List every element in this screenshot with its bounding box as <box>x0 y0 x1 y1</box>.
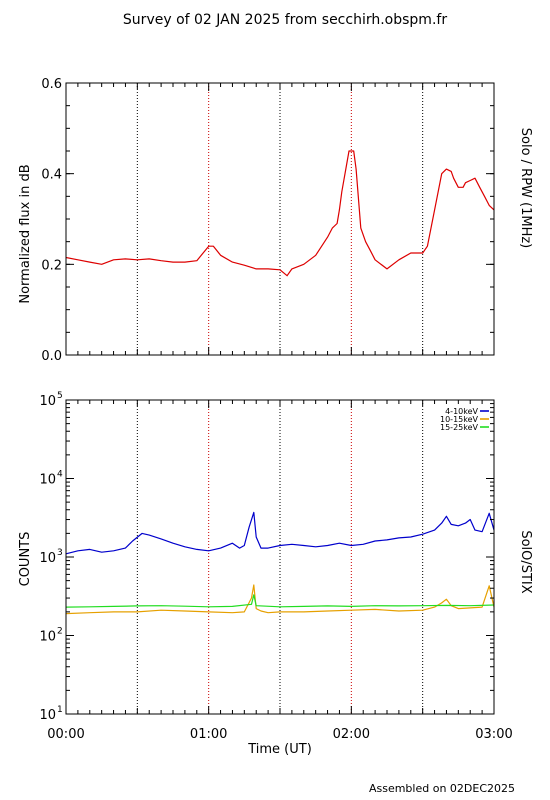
stix-y-tick-label: 10 <box>39 551 56 566</box>
x-tick-label: 00:00 <box>47 727 84 742</box>
stix-y-tick-label: 10 <box>39 473 56 488</box>
stix-y-tick-label: 10 <box>39 630 56 645</box>
rpw-panel: 0.0 0.2 0.4 0.6 Normalized flux in dB Solo … <box>18 77 533 364</box>
stix-x-axis: 00:00 01:00 02:00 03:00 <box>47 400 513 742</box>
stix-series-group <box>65 511 495 615</box>
figure-title: Survey of 02 JAN 2025 from secchirh.obsp… <box>123 12 447 28</box>
stix-4-10kev-line <box>65 511 495 555</box>
assembled-footer: Assembled on 02DEC2025 <box>369 782 515 795</box>
x-tick-label: 03:00 <box>475 727 512 742</box>
rpw-flux-line <box>65 150 495 277</box>
x-tick-label: 01:00 <box>190 727 227 742</box>
stix-10-15kev-line <box>65 584 495 615</box>
stix-15-25kev-line <box>65 594 495 608</box>
legend-label: 4-10keV <box>445 407 478 416</box>
rpw-y-tick-label: 0.2 <box>41 258 62 273</box>
legend-label: 15-25keV <box>440 423 479 432</box>
stix-y-tick-exponent: 1 <box>57 705 63 715</box>
stix-y-tick-exponent: 4 <box>57 470 63 480</box>
stix-y-tick-exponent: 5 <box>57 391 63 401</box>
stix-y-axis-title: COUNTS <box>18 532 33 587</box>
stix-right-label: SolO/STIX <box>518 530 533 593</box>
rpw-y-tick-label: 0.4 <box>41 168 62 183</box>
rpw-y-tick-label: 0.6 <box>41 77 62 92</box>
legend-label: 10-15keV <box>440 415 479 424</box>
stix-y-tick-label: 10 <box>39 394 56 409</box>
rpw-series-group <box>65 150 495 277</box>
x-axis-title: Time (UT) <box>247 742 312 757</box>
stix-y-tick-exponent: 3 <box>57 548 63 558</box>
rpw-dotted-hour-lines <box>136 83 424 355</box>
rpw-y-axis-title: Normalized flux in dB <box>18 164 33 303</box>
stix-y-tick-label: 10 <box>39 708 56 723</box>
rpw-right-label: Solo / RPW (1MHz) <box>518 128 533 249</box>
stix-dotted-hour-lines <box>136 400 424 714</box>
rpw-x-ticks <box>65 83 495 355</box>
stix-y-tick-exponent: 2 <box>57 627 63 637</box>
x-tick-label: 02:00 <box>333 727 370 742</box>
rpw-y-axis: 0.0 0.2 0.4 0.6 <box>41 77 494 364</box>
rpw-y-tick-label: 0.0 <box>41 349 62 364</box>
